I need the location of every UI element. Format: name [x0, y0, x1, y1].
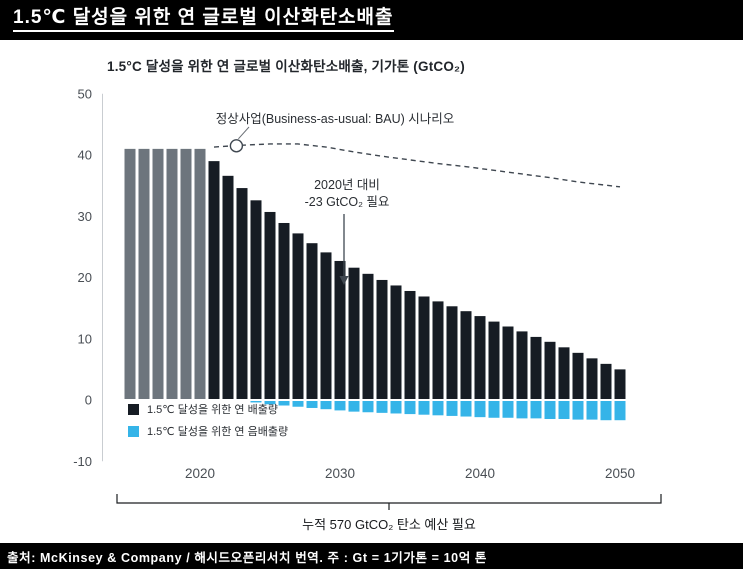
bar-negative: [376, 401, 388, 413]
bar-negative: [544, 401, 556, 419]
legend-swatch-emissions: [128, 403, 139, 415]
bar-negative: [600, 401, 612, 421]
legend-label-negative-emissions: 1.5℃ 달성을 위한 연 음배출량: [147, 426, 289, 438]
x-tick-label: 2020: [185, 466, 215, 481]
chart-title: 1.5°C 달성을 위한 연 글로벌 이산화탄소배출, 기가톤 (GtCO₂): [107, 59, 465, 74]
legend-item-negative-emissions: 1.5℃ 달성을 위한 연 음배출량: [128, 423, 288, 439]
delta-annotation-line2: -23 GtCO₂ 필요: [304, 195, 390, 209]
bar-historical: [166, 148, 178, 399]
bar-negative: [418, 401, 430, 415]
bar-negative: [460, 401, 472, 417]
y-tick-label: 10: [78, 331, 92, 346]
bar-emission: [558, 347, 570, 399]
legend-item-emissions: 1.5℃ 달성을 위한 연 배출량: [128, 401, 288, 417]
bar-emission: [236, 188, 248, 399]
bar-emission: [348, 267, 360, 399]
bar-emission: [516, 331, 528, 399]
bar-emission: [292, 233, 304, 399]
bar-emission: [250, 200, 262, 399]
bar-historical: [138, 148, 150, 399]
bar-emission: [460, 311, 472, 399]
bar-historical: [180, 148, 192, 399]
bar-emission: [362, 273, 374, 399]
bar-negative: [572, 401, 584, 420]
page-title: 1.5℃ 달성을 위한 연 글로벌 이산화탄소배출: [13, 7, 394, 33]
bar-emission: [404, 290, 416, 399]
bar-emission: [488, 321, 500, 399]
legend-swatch-negative-emissions: [128, 425, 139, 437]
bar-negative: [404, 401, 416, 415]
bar-negative: [502, 401, 514, 418]
bar-emission: [376, 279, 388, 399]
bar-emission: [586, 358, 598, 399]
bau-line: [213, 143, 621, 188]
bar-negative: [320, 401, 332, 410]
bar-emission: [208, 161, 220, 399]
bar-negative: [292, 401, 304, 407]
x-tick-label: 2050: [605, 466, 635, 481]
bar-emission: [432, 301, 444, 399]
bar-emission: [278, 222, 290, 399]
bar-emission: [418, 296, 430, 399]
bar-negative: [348, 401, 360, 412]
source-note: 출처: McKinsey & Company / 해시드오픈리서치 번역. 주 …: [7, 550, 487, 565]
bar-negative: [334, 401, 346, 411]
y-tick-label: 50: [78, 86, 92, 101]
budget-bracket: [116, 494, 662, 510]
delta-annotation-line1: 2020년 대비: [314, 178, 380, 192]
bar-negative: [530, 401, 542, 419]
x-tick-label: 2040: [465, 466, 495, 481]
bar-negative: [278, 401, 290, 406]
bar-emission: [572, 352, 584, 399]
carbon-budget-label: 누적 570 GtCO₂ 탄소 예산 필요: [302, 517, 476, 532]
bar-negative: [264, 401, 276, 405]
bar-historical: [124, 148, 136, 399]
bar-historical: [194, 148, 206, 399]
bar-historical: [152, 148, 164, 399]
delta-annotation: 2020년 대비 -23 GtCO₂ 필요: [252, 177, 442, 211]
bar-emission: [474, 316, 486, 399]
bar-emission: [502, 326, 514, 399]
y-tick-label: 20: [78, 270, 92, 285]
bar-negative: [558, 401, 570, 419]
legend: 1.5℃ 달성을 위한 연 배출량 1.5℃ 달성을 위한 연 음배출량: [128, 401, 288, 445]
legend-label-emissions: 1.5℃ 달성을 위한 연 배출량: [147, 404, 278, 416]
bar-emission: [264, 211, 276, 399]
bar-emission: [446, 306, 458, 399]
bar-negative: [390, 401, 402, 414]
y-tick-label: -10: [73, 454, 92, 469]
bar-negative: [474, 401, 486, 418]
bar-emission: [530, 336, 542, 399]
footer-bar: 출처: McKinsey & Company / 해시드오픈리서치 번역. 주 …: [0, 543, 743, 569]
bau-scenario-label: 정상사업(Business-as-usual: BAU) 시나리오: [215, 112, 455, 126]
bar-negative: [432, 401, 444, 416]
bar-emission: [614, 369, 626, 399]
bar-negative: [362, 401, 374, 413]
bar-emission: [600, 363, 612, 399]
bar-emission: [334, 260, 346, 399]
bar-emission: [390, 285, 402, 399]
bar-emission: [222, 175, 234, 399]
y-tick-label: 40: [78, 148, 92, 163]
delta-arrow-head: [339, 276, 349, 285]
bau-callout-line: [238, 126, 250, 140]
bar-emission: [544, 341, 556, 399]
bar-negative: [488, 401, 500, 418]
bar-emission: [320, 252, 332, 399]
bau-marker: [229, 139, 244, 153]
bar-negative: [586, 401, 598, 420]
y-tick-label: 0: [85, 393, 92, 408]
x-tick-label: 2030: [325, 466, 355, 481]
y-tick-label: 30: [78, 209, 92, 224]
bar-negative: [306, 401, 318, 408]
bar-negative: [516, 401, 528, 419]
bar-negative: [614, 401, 626, 421]
header-bar: 1.5℃ 달성을 위한 연 글로벌 이산화탄소배출: [0, 0, 743, 40]
bar-emission: [306, 243, 318, 399]
bar-negative: [250, 401, 262, 403]
bar-negative: [446, 401, 458, 416]
